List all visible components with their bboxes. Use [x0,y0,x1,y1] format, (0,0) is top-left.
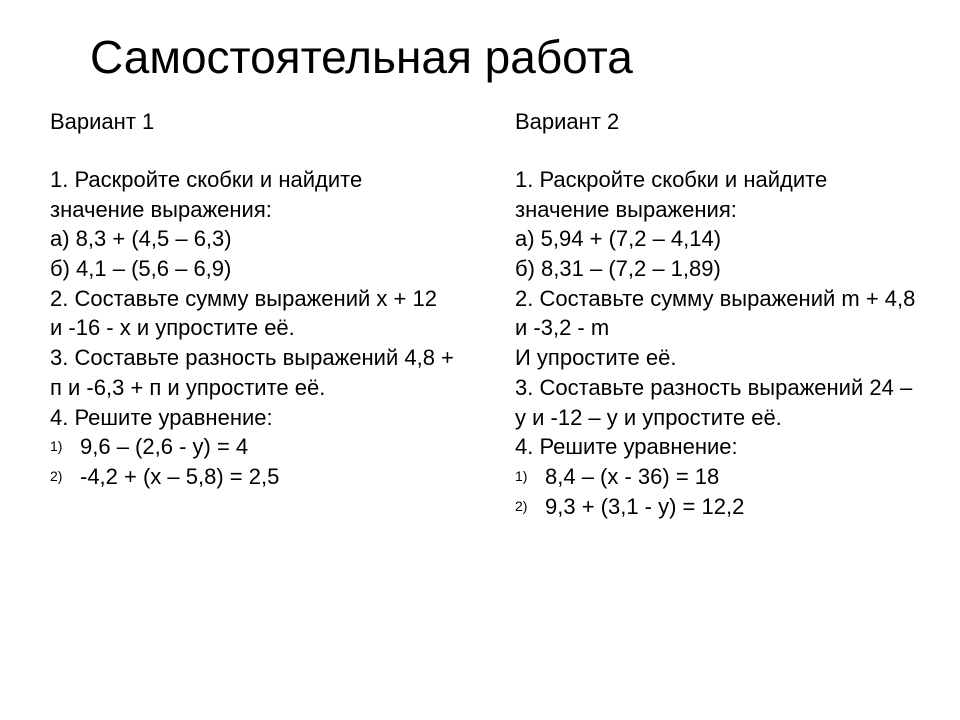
v2-task3: 3. Составьте разность выражений 24 – у и… [515,373,920,432]
v1-task2: 2. Составьте сумму выражений х + 12 и -1… [50,284,455,343]
v1-task1-intro: 1. Раскройте скобки и найдите значение в… [50,165,455,224]
v2-task1-intro: 1. Раскройте скобки и найдите значение в… [515,165,920,224]
v1-eq1: 9,6 – (2,6 - у) = 4 [50,432,455,462]
variant-1-column: Вариант 1 1. Раскройте скобки и найдите … [50,109,455,521]
v2-eq2: 9,3 + (3,1 - у) = 12,2 [515,492,920,522]
v2-task1b: б) 8,31 – (7,2 – 1,89) [515,254,920,284]
v2-task2b: И упростите её. [515,343,920,373]
v1-equation-list: 9,6 – (2,6 - у) = 4 -4,2 + (х – 5,8) = 2… [50,432,455,491]
v1-task3: 3. Составьте разность выражений 4,8 + п … [50,343,455,402]
v2-task4-intro: 4. Решите уравнение: [515,432,920,462]
v2-eq1: 8,4 – (х - 36) = 18 [515,462,920,492]
v1-task1a: а) 8,3 + (4,5 – 6,3) [50,224,455,254]
v2-task1a: а) 5,94 + (7,2 – 4,14) [515,224,920,254]
v2-task2: 2. Составьте сумму выражений m + 4,8 и -… [515,284,920,343]
variant-1-header: Вариант 1 [50,109,455,135]
v1-task4-intro: 4. Решите уравнение: [50,403,455,433]
variant-2-header: Вариант 2 [515,109,920,135]
v1-task1b: б) 4,1 – (5,6 – 6,9) [50,254,455,284]
page-title: Самостоятельная работа [90,30,920,84]
variant-2-column: Вариант 2 1. Раскройте скобки и найдите … [515,109,920,521]
v1-eq2: -4,2 + (х – 5,8) = 2,5 [50,462,455,492]
columns-container: Вариант 1 1. Раскройте скобки и найдите … [50,109,920,521]
v2-equation-list: 8,4 – (х - 36) = 18 9,3 + (3,1 - у) = 12… [515,462,920,521]
